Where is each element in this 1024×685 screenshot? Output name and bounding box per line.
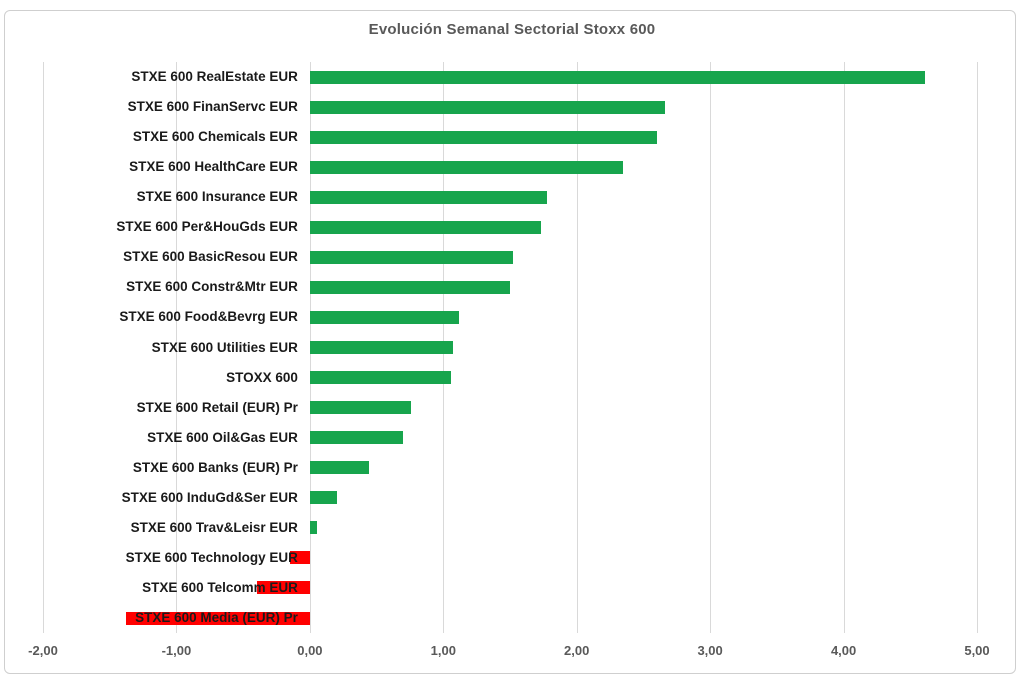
chart-frame	[4, 10, 1016, 674]
chart-title: Evolución Semanal Sectorial Stoxx 600	[368, 21, 656, 38]
